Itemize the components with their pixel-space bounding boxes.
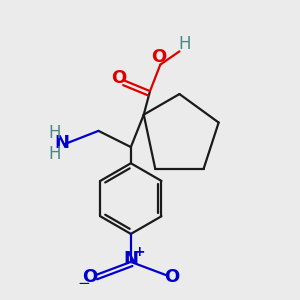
Text: H: H — [48, 145, 61, 163]
Text: O: O — [164, 268, 179, 286]
Text: N: N — [54, 134, 69, 152]
Text: O: O — [111, 69, 126, 87]
Text: +: + — [133, 245, 145, 260]
Text: O: O — [82, 268, 98, 286]
Text: H: H — [48, 124, 61, 142]
Text: H: H — [178, 35, 191, 53]
Text: N: N — [123, 250, 138, 268]
Text: O: O — [151, 48, 166, 66]
Text: −: − — [77, 276, 90, 291]
